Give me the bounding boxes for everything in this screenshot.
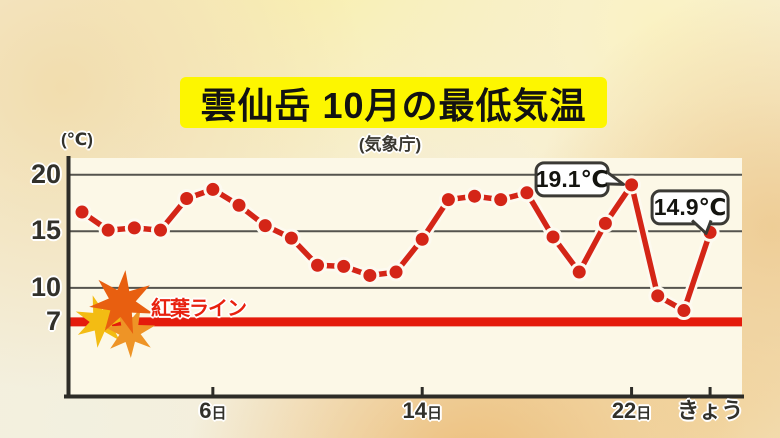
data-point-day-3 xyxy=(127,221,141,235)
data-point-day-5 xyxy=(180,191,194,205)
x-axis-label-suffix: 日 xyxy=(211,405,227,422)
data-source-label: (気象庁) xyxy=(358,135,422,154)
data-point-day-17 xyxy=(494,193,508,207)
data-point-day-23 xyxy=(651,289,665,303)
page-title: 雲仙岳 10月の最低気温 xyxy=(200,84,587,126)
x-axis-label-suffix: 日 xyxy=(426,405,442,422)
x-axis-label-number: 6 xyxy=(199,398,212,423)
data-point-day-7 xyxy=(232,198,246,212)
data-point-day-18 xyxy=(520,186,534,200)
x-axis-label-number: きょう xyxy=(677,398,744,423)
data-point-day-22 xyxy=(625,178,639,192)
data-point-day-13 xyxy=(389,265,403,279)
maple-leaf-icon xyxy=(75,295,128,348)
callout-pointer xyxy=(691,219,713,235)
callout-value: 14.9℃ xyxy=(653,193,727,220)
data-point-day-16 xyxy=(468,189,482,203)
callout-pointer xyxy=(604,169,626,186)
data-point-day-4 xyxy=(154,223,168,237)
callout-box xyxy=(650,189,730,226)
data-point-day-1 xyxy=(75,205,89,219)
y-axis-label: 10 xyxy=(30,271,61,302)
data-point-day-21 xyxy=(598,216,612,230)
callout-value: 19.1℃ xyxy=(535,165,609,192)
x-axis-label: 6日 xyxy=(199,398,227,423)
data-point-day-15 xyxy=(441,193,455,207)
data-point-day-24 xyxy=(677,304,691,318)
data-point-day-11 xyxy=(337,259,351,273)
x-axis-label-number: 22 xyxy=(611,398,637,423)
data-point-day-6 xyxy=(206,182,220,196)
title-banner: 雲仙岳 10月の最低気温 xyxy=(180,77,607,128)
data-point-day-2 xyxy=(101,223,115,237)
y-axis-unit-label: (℃) xyxy=(61,130,93,149)
x-axis-label: 22日 xyxy=(611,398,652,423)
data-point-day-19 xyxy=(546,230,560,244)
x-axis-label: きょう xyxy=(677,398,744,423)
data-point-day-10 xyxy=(311,258,325,272)
y-axis-label: 15 xyxy=(30,215,61,246)
x-axis-label-suffix: 日 xyxy=(636,405,652,422)
data-point-day-20 xyxy=(572,265,586,279)
foliage-line-label: 紅葉ライン xyxy=(151,298,247,320)
data-point-day-9 xyxy=(284,231,298,245)
y-axis-label: 20 xyxy=(30,158,61,189)
y-axis-label: 7 xyxy=(45,305,61,336)
plot-area xyxy=(68,158,742,397)
x-axis-label-number: 14 xyxy=(402,398,427,423)
maple-leaf-icon xyxy=(104,308,156,358)
data-point-day-12 xyxy=(363,268,377,282)
data-point-day-8 xyxy=(258,219,272,233)
data-point-day-14 xyxy=(415,232,429,246)
maple-leaf-icon xyxy=(89,270,154,335)
x-axis-label: 14日 xyxy=(402,398,442,423)
